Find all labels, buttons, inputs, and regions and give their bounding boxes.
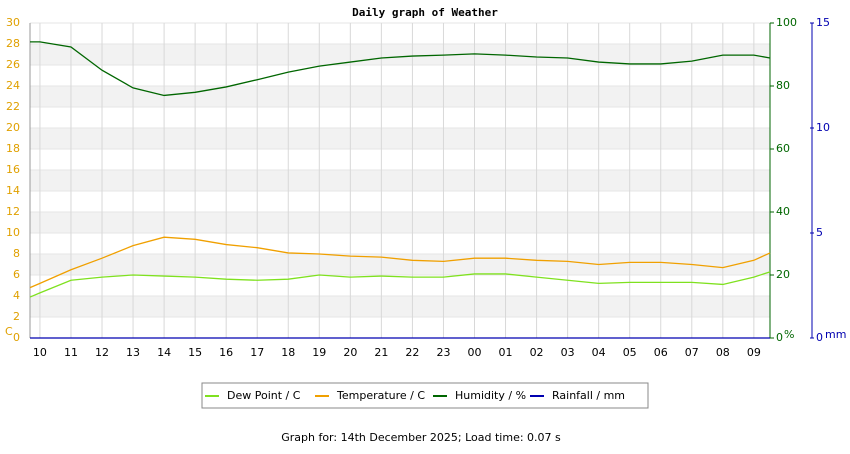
y3-tick-label: 10 <box>816 121 830 134</box>
x-tick-label: 04 <box>592 346 606 359</box>
y-tick-label: 14 <box>6 184 20 197</box>
x-tick-label: 17 <box>250 346 264 359</box>
legend-label: Humidity / % <box>455 389 526 402</box>
legend-label: Rainfall / mm <box>552 389 625 402</box>
y2-tick-label: 100 <box>776 16 797 29</box>
y-tick-label: 8 <box>13 247 20 260</box>
y-tick-label: 12 <box>6 205 20 218</box>
y-tick-label: 2 <box>13 310 20 323</box>
legend-label: Temperature / C <box>336 389 425 402</box>
y3-tick-label: 0 <box>816 331 823 344</box>
band <box>30 170 770 191</box>
series-line <box>29 236 771 289</box>
series-line <box>30 41 771 97</box>
x-tick-label: 08 <box>716 346 730 359</box>
band <box>30 296 770 317</box>
y-tick-label: 22 <box>6 100 20 113</box>
series-line <box>29 271 771 298</box>
x-tick-label: 09 <box>747 346 761 359</box>
x-tick-label: 15 <box>188 346 202 359</box>
chart-title: Daily graph of Weather <box>352 6 498 19</box>
x-tick-label: 07 <box>685 346 699 359</box>
x-tick-label: 18 <box>281 346 295 359</box>
y2-tick-label: 0 <box>776 331 783 344</box>
x-tick-label: 10 <box>33 346 47 359</box>
x-tick-label: 05 <box>623 346 637 359</box>
y3-axis-label: mm <box>825 328 846 341</box>
y-tick-label: 18 <box>6 142 20 155</box>
x-tick-label: 06 <box>654 346 668 359</box>
y-tick-label: 10 <box>6 226 20 239</box>
band <box>30 86 770 107</box>
x-tick-label: 20 <box>343 346 357 359</box>
x-tick-label: 14 <box>157 346 171 359</box>
x-tick-label: 23 <box>436 346 450 359</box>
y-tick-label: 20 <box>6 121 20 134</box>
legend-box <box>201 382 649 409</box>
y2-tick-label: 60 <box>776 142 790 155</box>
y-tick-label: 26 <box>6 58 20 71</box>
y-tick-label: 4 <box>13 289 20 302</box>
band <box>30 128 770 149</box>
x-tick-label: 00 <box>467 346 481 359</box>
y-axis-label: C <box>5 325 13 338</box>
band <box>30 212 770 233</box>
y2-tick-label: 80 <box>776 79 790 92</box>
y3-tick-label: 15 <box>816 16 830 29</box>
y-tick-label: 24 <box>6 79 20 92</box>
x-tick-label: 11 <box>64 346 78 359</box>
x-tick-label: 16 <box>219 346 233 359</box>
y3-tick-label: 5 <box>816 226 823 239</box>
y-tick-label: 28 <box>6 37 20 50</box>
x-tick-label: 12 <box>95 346 109 359</box>
y-tick-label: 30 <box>6 16 20 29</box>
x-tick-label: 21 <box>374 346 388 359</box>
y-tick-label: 6 <box>13 268 20 281</box>
x-tick-label: 22 <box>405 346 419 359</box>
x-tick-label: 02 <box>530 346 544 359</box>
x-tick-label: 03 <box>561 346 575 359</box>
legend-label: Dew Point / C <box>227 389 301 402</box>
plot-area <box>30 22 770 339</box>
footer: Graph for: 14th December 2025; Load time… <box>281 431 561 444</box>
band <box>30 254 770 275</box>
y2-tick-label: 40 <box>776 205 790 218</box>
y2-axis-label: % <box>784 328 794 341</box>
band <box>30 44 770 65</box>
y-tick-label: 0 <box>13 331 20 344</box>
y2-tick-label: 20 <box>776 268 790 281</box>
x-tick-label: 01 <box>499 346 513 359</box>
x-tick-label: 19 <box>312 346 326 359</box>
y-tick-label: 16 <box>6 163 20 176</box>
x-tick-label: 13 <box>126 346 140 359</box>
